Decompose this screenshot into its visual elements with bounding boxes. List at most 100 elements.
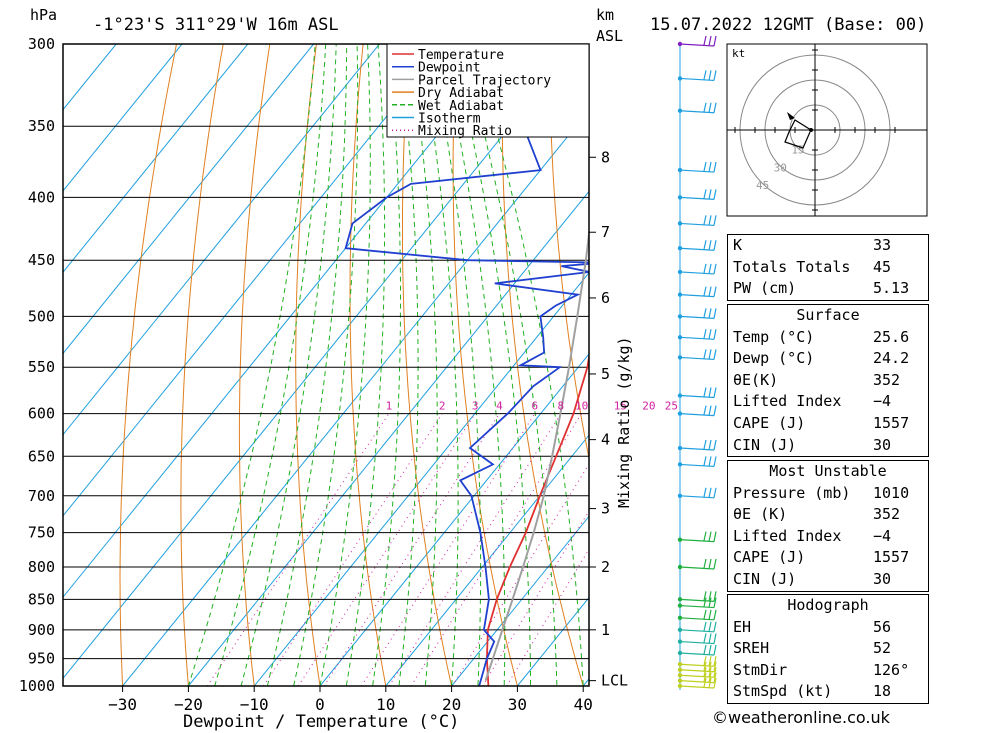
wind-barb-dot bbox=[677, 292, 683, 297]
wind-barb bbox=[679, 487, 717, 499]
pressure-label: 650 bbox=[28, 447, 55, 465]
mixing-ratio-label: 8 bbox=[558, 400, 565, 413]
hodograph-ring-label: 30 bbox=[774, 161, 787, 174]
sounding-series bbox=[344, 44, 589, 686]
height-label: 7 bbox=[601, 223, 610, 241]
wind-barb bbox=[679, 286, 717, 298]
legend-label: Dewpoint bbox=[418, 61, 481, 76]
wind-barb bbox=[679, 349, 717, 361]
isotherm-line bbox=[63, 44, 380, 436]
mixing-ratio-label: 20 bbox=[642, 400, 655, 413]
hodo-row: EH 56 bbox=[733, 617, 892, 636]
datetime: 15.07.2022 12GMT (Base: 00) bbox=[650, 15, 926, 35]
mixing-ratio-line bbox=[388, 413, 562, 686]
x-tick-label: 10 bbox=[376, 695, 395, 714]
mixing-ratio-label: 3 bbox=[472, 400, 479, 413]
isotherm-line bbox=[63, 44, 512, 598]
surface-title: Surface bbox=[796, 306, 860, 324]
pressure-label: 750 bbox=[28, 524, 55, 542]
height-label: 2 bbox=[601, 558, 610, 576]
legend-label: Isotherm bbox=[418, 112, 481, 127]
wind-barb bbox=[679, 531, 717, 543]
wind-barb bbox=[679, 558, 717, 570]
wind-barb-dot bbox=[677, 493, 683, 499]
pressure-label: 700 bbox=[28, 487, 55, 505]
height-label: LCL bbox=[601, 672, 628, 690]
wet-adiabat-line bbox=[398, 44, 419, 686]
pressure-label: 300 bbox=[28, 35, 55, 53]
hodo-row: StmDir 126° bbox=[733, 660, 910, 679]
dry-adiabat-line bbox=[402, 44, 453, 686]
wind-barb bbox=[679, 661, 717, 673]
surface-row: θE(K) 352 bbox=[733, 370, 901, 389]
wet-adiabat-line bbox=[429, 44, 482, 686]
x-tick-label: 20 bbox=[442, 695, 461, 714]
unstable-panel: Most Unstable Pressure (mb) 1010 θE (K) 35… bbox=[727, 460, 929, 592]
pressure-label: 900 bbox=[28, 621, 55, 639]
dry-adiabat-line bbox=[549, 44, 589, 461]
wind-barb bbox=[679, 387, 717, 399]
surface-row: Temp (°C) 25.6 bbox=[733, 327, 910, 346]
surface-row: CIN (J) 30 bbox=[733, 435, 892, 454]
mixing-ratio-label: 6 bbox=[532, 400, 539, 413]
index-row: Totals Totals 45 bbox=[733, 257, 892, 276]
pressure-label: 850 bbox=[28, 590, 55, 608]
height-label: 3 bbox=[601, 500, 610, 518]
surface-row: Lifted Index −4 bbox=[733, 392, 892, 411]
pressure-label: 550 bbox=[28, 358, 55, 376]
location-title: -1°23'S 311°29'W 16m ASL bbox=[93, 15, 339, 35]
mixing-ratio-label: 1 bbox=[386, 400, 393, 413]
wind-barb bbox=[679, 102, 717, 114]
wind-barb bbox=[679, 621, 717, 633]
surface-row: Dewp (°C) 24.2 bbox=[733, 349, 910, 368]
legend-label: Temperature bbox=[418, 48, 504, 63]
x-axis-title: Dewpoint / Temperature (°C) bbox=[183, 712, 459, 732]
storm-motion-arrow bbox=[787, 112, 795, 120]
isotherm-line bbox=[253, 271, 589, 686]
unstable-row: Lifted Index −4 bbox=[733, 526, 892, 545]
x-tick-label: −30 bbox=[108, 695, 137, 714]
surface-panel: Surface Temp (°C) 25.6 Dewp (°C) 24.2 θE(K… bbox=[727, 304, 929, 458]
unstable-row: θE (K) 352 bbox=[733, 505, 901, 524]
unstable-title: Most Unstable bbox=[769, 462, 887, 480]
pressure-label: 1000 bbox=[19, 677, 55, 695]
wind-barb-dot bbox=[677, 462, 683, 467]
wet-adiabat-line bbox=[461, 44, 558, 686]
wind-barb-dot bbox=[677, 445, 683, 451]
units-asl: ASL bbox=[596, 27, 623, 45]
wind-barb-dot bbox=[677, 314, 683, 319]
dry-adiabat-line bbox=[349, 44, 387, 686]
wind-barb bbox=[679, 215, 717, 227]
y-axis-right-title: Mixing Ratio (g/kg) bbox=[615, 336, 633, 508]
parcel-line bbox=[484, 225, 589, 681]
wet-adiabat-line bbox=[319, 44, 371, 686]
dry-adiabat-line bbox=[452, 44, 518, 686]
dry-adiabat-line bbox=[119, 44, 178, 686]
pressure-label: 600 bbox=[28, 405, 55, 423]
wet-adiabat-line bbox=[293, 44, 359, 686]
pressure-label: 800 bbox=[28, 558, 55, 576]
hodograph-unit: kt bbox=[732, 47, 745, 60]
unstable-row: CAPE (J) 1557 bbox=[733, 548, 910, 567]
wet-adiabat-line bbox=[345, 44, 386, 686]
temperature-labels: −30 −20 −10 0 10 20 30 40 bbox=[108, 686, 593, 714]
wind-barb bbox=[679, 672, 717, 684]
wet-adiabat-line bbox=[187, 44, 316, 686]
hodograph-ring-label: 15 bbox=[791, 144, 804, 157]
wind-barb bbox=[679, 609, 717, 621]
isotherm-line bbox=[63, 44, 249, 273]
wind-barb bbox=[679, 240, 717, 251]
pressure-label: 400 bbox=[28, 188, 55, 206]
mixing-ratio-label: 2 bbox=[439, 400, 446, 413]
isotherm-line bbox=[451, 515, 589, 686]
legend-label: Dry Adiabat bbox=[418, 86, 504, 101]
hodo-row: StmSpd (kt) 18 bbox=[733, 682, 892, 701]
x-tick-label: 40 bbox=[574, 695, 593, 714]
wind-barb bbox=[679, 308, 717, 319]
hodograph-panel: Hodograph EH 56 SREH 52 StmDir 126° StmSpd … bbox=[727, 594, 929, 704]
hodograph-origin bbox=[809, 128, 813, 132]
mixing-ratio-labels: 1 2 3 4 6 8 10 15 20 25 bbox=[386, 400, 678, 413]
wet-adiabat-line bbox=[214, 44, 327, 686]
wind-barb-dot bbox=[677, 411, 683, 416]
pressure-label: 350 bbox=[28, 117, 55, 135]
